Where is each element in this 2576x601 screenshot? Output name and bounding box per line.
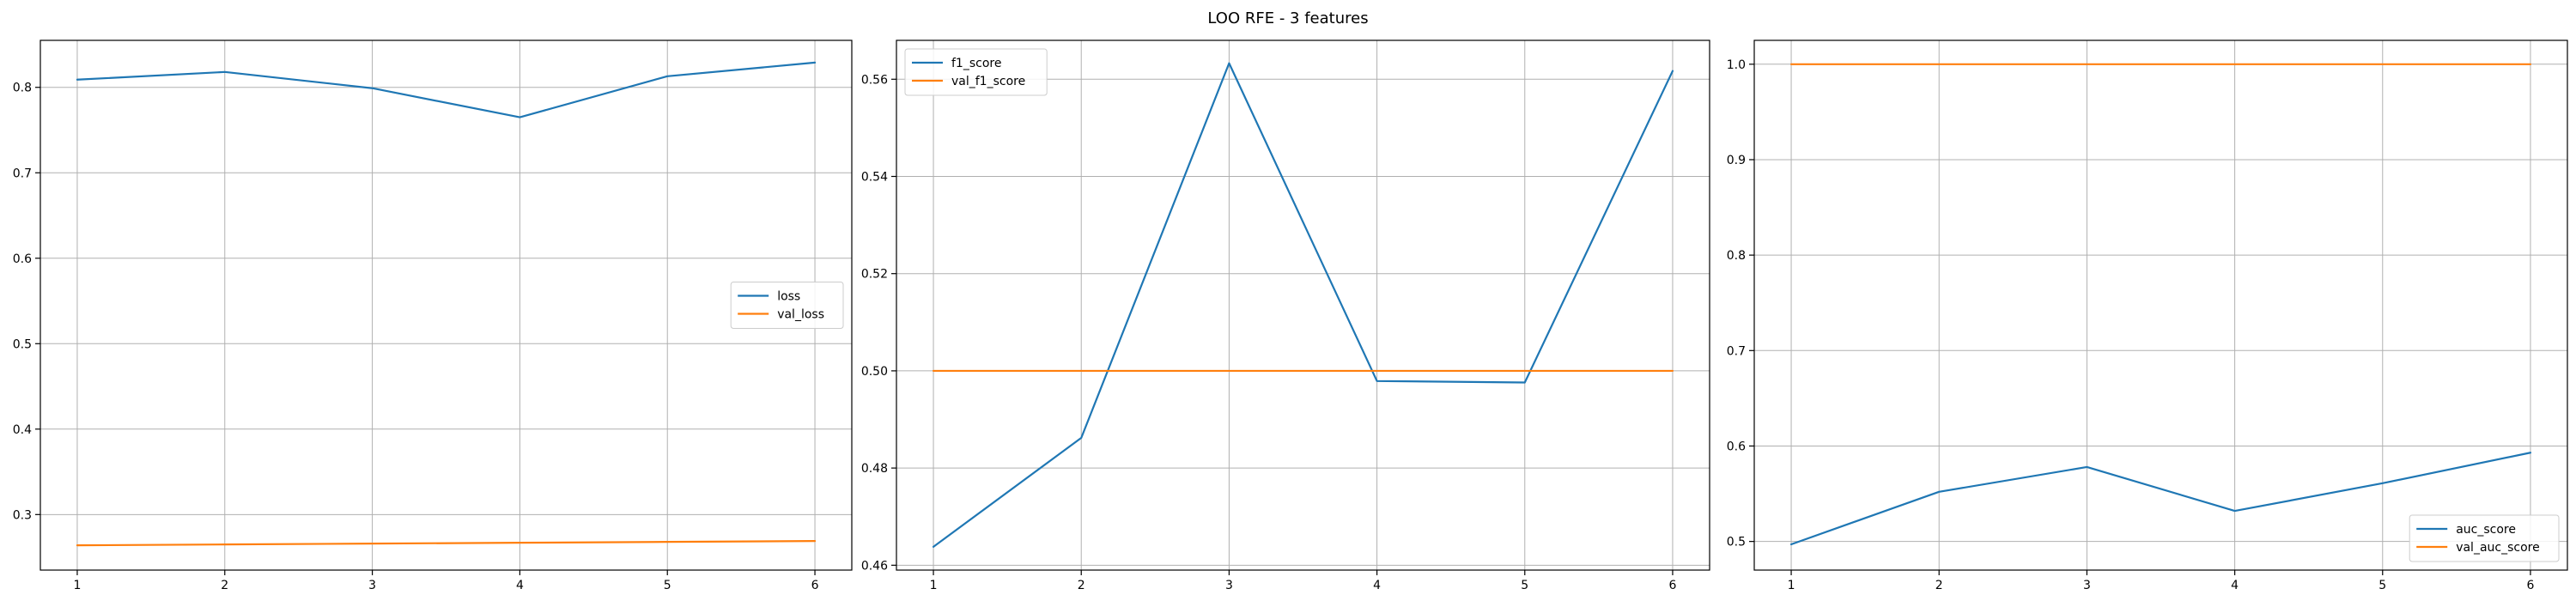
x-tick-label: 2	[1935, 579, 1943, 592]
series-line-f1-score	[932, 62, 1674, 548]
x-tick-label: 3	[1225, 579, 1233, 592]
y-tick-label: 0.46	[861, 559, 888, 573]
axes-frame	[39, 39, 853, 571]
x-tick-label: 6	[1668, 579, 1676, 592]
x-tick-label: 4	[2231, 579, 2239, 592]
x-tick-label: 2	[221, 579, 228, 592]
legend: loss val_loss	[730, 282, 844, 329]
y-tick-label: 0.50	[861, 365, 888, 379]
x-tick-label: 1	[73, 579, 81, 592]
y-tick-label: 0.6	[1727, 440, 1746, 453]
y-tick-label: 1.0	[1727, 58, 1746, 72]
x-tick-label: 2	[1078, 579, 1085, 592]
auc-score-subplot: 1 2 3 4 5 6 0.5 0.6 0.7 0.8 0.9 1.0 auc_score val_auc…	[1727, 39, 2568, 592]
legend-label: val_f1_score	[951, 75, 1025, 88]
figure-suptitle: LOO RFE - 3 features	[1207, 9, 1368, 27]
y-tick-label: 0.5	[1727, 536, 1746, 549]
legend: auc_score val_auc_score	[2409, 514, 2560, 562]
legend-label: val_auc_score	[2456, 541, 2540, 555]
x-tick-label: 1	[930, 579, 938, 592]
x-tick-label: 4	[516, 579, 524, 592]
axes-frame	[896, 39, 1710, 571]
y-tick-label: 0.54	[861, 170, 888, 184]
x-tick-label: 3	[2083, 579, 2091, 592]
legend-label: val_loss	[777, 308, 824, 322]
y-tick-label: 0.4	[13, 423, 32, 437]
y-tick-label: 0.5	[13, 337, 32, 351]
y-tick-label: 0.56	[861, 73, 888, 87]
x-tick-label: 4	[1373, 579, 1381, 592]
x-tick-label: 6	[2526, 579, 2534, 592]
x-tick-label: 3	[368, 579, 376, 592]
loss-subplot: 1 2 3 4 5 6 0.3 0.4 0.5 0.6 0.7 0.8 loss val_loss	[13, 39, 853, 592]
y-tick-label: 0.3	[13, 508, 32, 522]
y-tick-label: 0.7	[13, 167, 32, 180]
legend-label: f1_score	[951, 57, 1001, 70]
y-tick-label: 0.7	[1727, 344, 1746, 358]
series-line-val-loss	[76, 540, 817, 547]
y-tick-label: 0.48	[861, 462, 888, 476]
y-tick-label: 0.52	[861, 268, 888, 282]
legend: f1_score val_f1_score	[904, 48, 1048, 96]
f1-score-subplot: 1 2 3 4 5 6 0.46 0.48 0.50 0.52 0.54 0.56 f1_scoreva…	[861, 39, 1710, 592]
x-tick-label: 6	[811, 579, 819, 592]
series-line-auc-score	[1789, 452, 2532, 546]
x-tick-label: 5	[2379, 579, 2386, 592]
legend-box	[2409, 514, 2560, 562]
y-tick-label: 0.9	[1727, 154, 1746, 167]
x-tick-label: 5	[1521, 579, 1528, 592]
legend-box	[730, 282, 844, 329]
y-tick-label: 0.6	[13, 252, 32, 266]
y-tick-label: 0.8	[1727, 249, 1746, 263]
axes-frame	[1753, 39, 2568, 571]
x-tick-label: 1	[1788, 579, 1795, 592]
legend-label: loss	[777, 290, 800, 304]
x-tick-label: 5	[664, 579, 671, 592]
legend-box	[904, 48, 1048, 96]
series-line-loss	[76, 61, 817, 118]
y-tick-label: 0.8	[13, 82, 32, 95]
legend-label: auc_score	[2456, 523, 2516, 537]
